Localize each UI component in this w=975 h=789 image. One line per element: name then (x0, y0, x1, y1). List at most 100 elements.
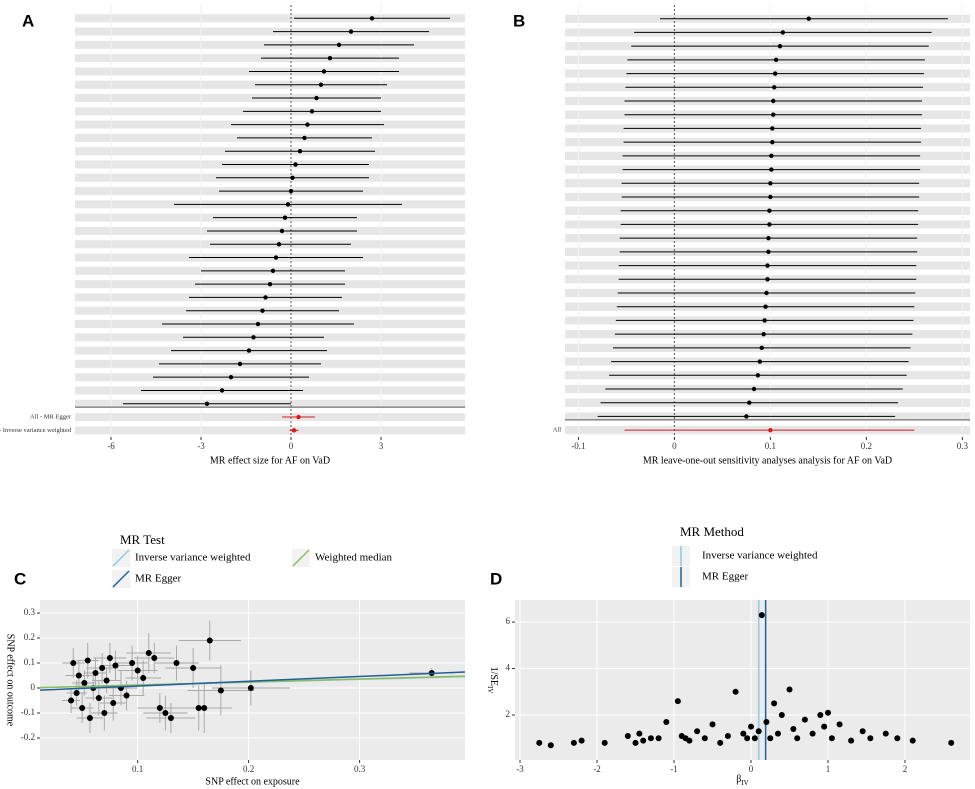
point (755, 373, 761, 378)
legend-label: MR Egger (702, 571, 748, 583)
point (86, 715, 93, 721)
y-axis-label-sub: IV (486, 686, 494, 693)
y-tick-label: 4 (506, 663, 511, 673)
point (748, 723, 755, 730)
point (763, 304, 768, 309)
point (780, 30, 786, 35)
point (794, 735, 801, 742)
point (247, 685, 254, 691)
point (276, 242, 282, 247)
point (112, 662, 119, 669)
panel-label: B (513, 11, 525, 30)
point (717, 739, 724, 746)
point (770, 139, 775, 145)
x-tick-label: 0 (289, 441, 294, 451)
point (73, 690, 80, 696)
point (217, 687, 224, 694)
point (761, 331, 766, 337)
point (757, 359, 763, 364)
point (755, 728, 762, 735)
point (92, 670, 99, 676)
point (767, 735, 774, 742)
fit-line (39, 675, 466, 689)
point (740, 730, 747, 737)
point (771, 700, 778, 707)
point (766, 249, 771, 255)
x-tick-label: -1 (670, 764, 678, 774)
point (336, 42, 342, 48)
x-axis-label: MR effect size for AF on VaD (210, 455, 330, 466)
point (762, 318, 767, 323)
x-tick-label: -3 (516, 764, 524, 774)
y-axis-label-main: 1/SE (488, 667, 499, 686)
point (821, 723, 828, 730)
panel-label: C (14, 569, 26, 588)
point (219, 388, 225, 393)
legend-title: MR Test (120, 532, 165, 547)
y-tick-label: All (553, 427, 562, 434)
x-tick-label: 0.2 (861, 441, 872, 451)
point (765, 263, 770, 268)
point (694, 728, 701, 735)
point (759, 345, 764, 351)
y-tick-label: 0.1 (24, 657, 35, 667)
point (101, 710, 108, 716)
point (297, 149, 303, 154)
point (348, 29, 354, 34)
x-tick-label: 0.1 (765, 441, 776, 451)
point (848, 737, 855, 744)
point (772, 85, 777, 90)
point (724, 732, 731, 739)
y-axis-label: 1/SEIV (486, 667, 498, 694)
point (75, 672, 82, 679)
x-tick-label: 0.2 (243, 764, 254, 774)
y-tick-label: 2 (506, 709, 511, 719)
point (314, 95, 319, 101)
x-axis-label: MR leave-one-out sensitivity analyses an… (643, 455, 892, 466)
point (129, 660, 136, 666)
point (547, 742, 554, 749)
y-tick-label: 0.2 (24, 632, 35, 642)
point (110, 700, 117, 706)
point (801, 716, 808, 723)
y-tick-label: All - MR Egger (30, 414, 72, 421)
point (747, 400, 752, 405)
point (836, 721, 843, 728)
point (771, 98, 776, 104)
point (768, 181, 773, 186)
point (296, 414, 301, 420)
point (255, 321, 261, 327)
point (84, 657, 91, 664)
point (686, 737, 693, 744)
point (770, 126, 775, 131)
legend-title: MR Method (680, 524, 744, 539)
point (778, 712, 785, 719)
point (773, 57, 779, 63)
point (948, 739, 955, 746)
point (601, 739, 608, 746)
x-tick-label: 1 (826, 764, 831, 774)
point (765, 277, 770, 282)
point (123, 692, 130, 699)
point (270, 268, 276, 274)
point (768, 427, 773, 433)
x-tick-label: -6 (107, 441, 115, 451)
point (771, 112, 776, 117)
point (285, 202, 291, 207)
point (647, 735, 654, 742)
point (151, 655, 158, 661)
point (95, 695, 102, 701)
point (302, 135, 307, 141)
point (251, 335, 256, 340)
point (632, 739, 639, 746)
point (267, 281, 273, 287)
legend-label: MR Egger (135, 573, 181, 585)
point (828, 735, 835, 742)
x-tick-label: 0.3 (957, 441, 969, 451)
x-tick-label: 0.3 (354, 764, 366, 774)
point (99, 665, 106, 671)
legend-swatch (292, 549, 310, 567)
point (769, 167, 774, 172)
x-tick-label: 0 (672, 441, 677, 451)
x-tick-label: 2 (903, 764, 908, 774)
